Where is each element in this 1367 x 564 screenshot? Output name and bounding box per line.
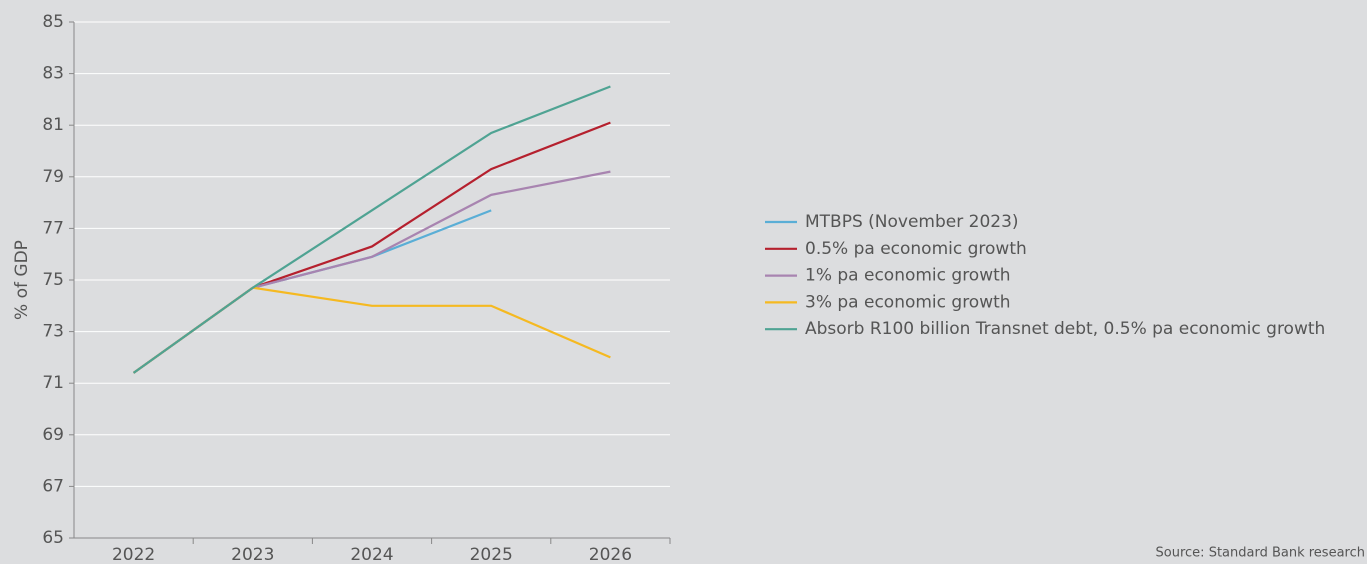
legend-label: MTBPS (November 2023) bbox=[805, 212, 1019, 232]
y-tick-label: 73 bbox=[42, 322, 64, 342]
y-tick-label: 71 bbox=[42, 373, 64, 393]
x-tick-label: 2024 bbox=[350, 545, 393, 564]
y-tick-label: 77 bbox=[42, 218, 64, 238]
source: Source: Standard Bank research bbox=[1156, 546, 1365, 561]
legend-label: Absorb R100 billion Transnet debt, 0.5% … bbox=[805, 319, 1325, 339]
y-tick-label: 85 bbox=[42, 12, 64, 32]
y-tick-label: 75 bbox=[42, 270, 64, 290]
y-tick-label: 81 bbox=[42, 115, 64, 135]
y-tick-label: 69 bbox=[42, 425, 64, 445]
y-tick-label: 83 bbox=[42, 64, 64, 84]
legend-label: 0.5% pa economic growth bbox=[805, 239, 1027, 259]
x-tick-label: 2025 bbox=[470, 545, 513, 564]
y-tick-label: 67 bbox=[42, 476, 64, 496]
x-tick-label: 2022 bbox=[112, 545, 155, 564]
y-tick-label: 79 bbox=[42, 167, 64, 187]
legend-label: 3% pa economic growth bbox=[805, 292, 1011, 312]
x-tick-label: 2023 bbox=[231, 545, 274, 564]
x-tick-label: 2026 bbox=[589, 545, 632, 564]
y-tick-label: 65 bbox=[42, 528, 64, 548]
y-axis-label: % of GDP bbox=[12, 240, 32, 320]
legend-label: 1% pa economic growth bbox=[805, 266, 1011, 286]
series-line bbox=[132, 85, 611, 374]
